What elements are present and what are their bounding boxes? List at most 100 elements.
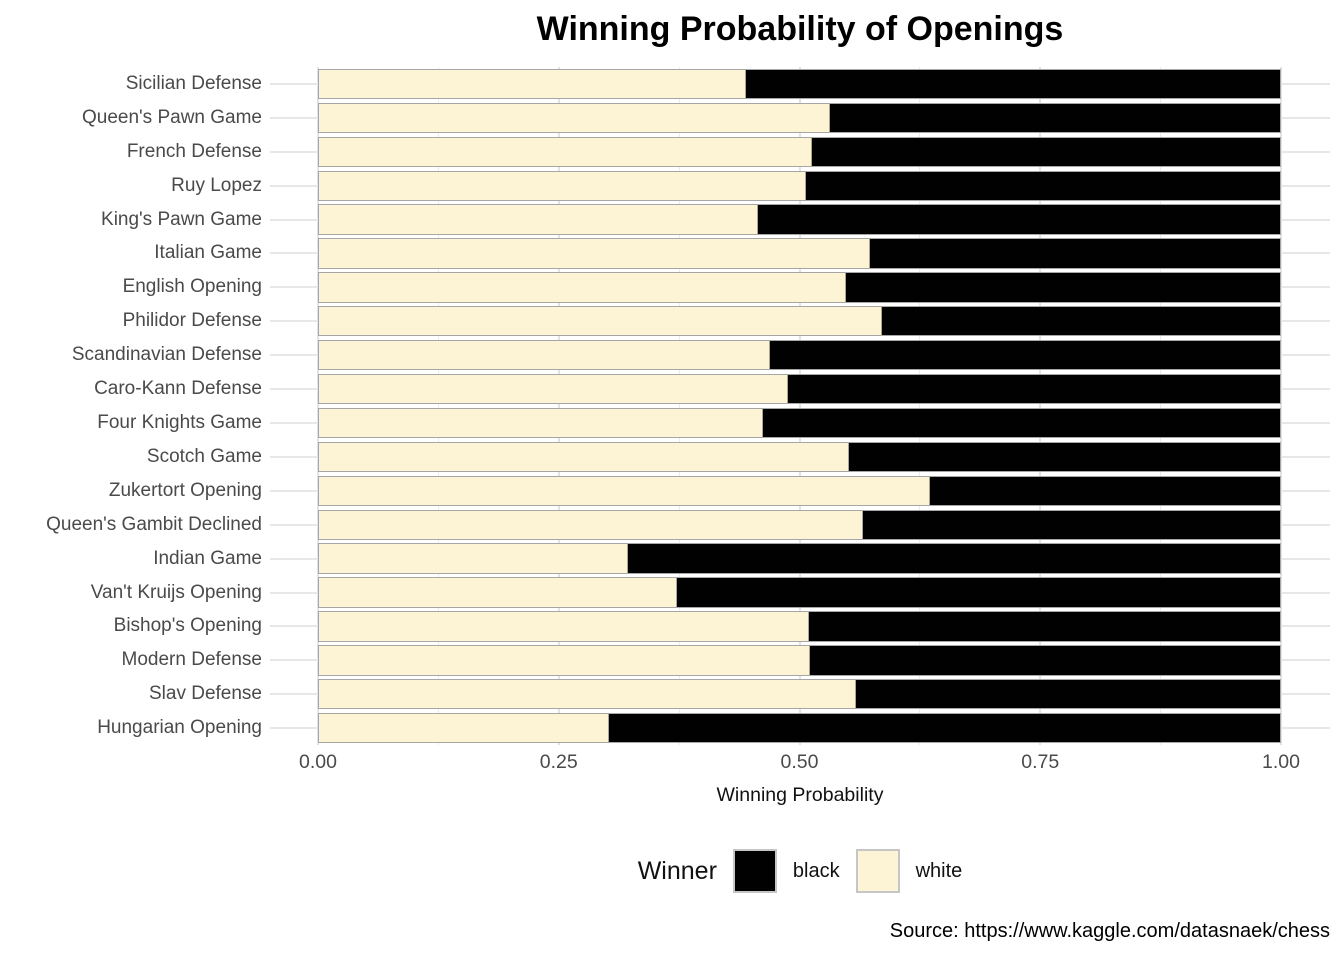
bar-row [270, 474, 1330, 508]
bar-segment-black [675, 577, 1281, 608]
y-axis-label: Bishop's Opening [113, 615, 262, 637]
plot-panel [270, 67, 1330, 745]
legend-swatch-black [732, 849, 777, 893]
vertical-gridlines [270, 67, 1330, 745]
bar-segment-black [745, 68, 1281, 100]
bar-row [270, 542, 1330, 576]
gridline-minor-x [678, 67, 680, 745]
stacked-bar [318, 679, 1281, 710]
bar-row [270, 338, 1330, 372]
y-axis-label: Indian Game [153, 547, 262, 569]
bar-segment-white [318, 441, 850, 473]
gridline-major-x [557, 67, 560, 745]
stacked-bar [318, 475, 1281, 506]
x-axis-tick-label: 0.75 [1021, 751, 1060, 773]
bar-row [270, 440, 1330, 474]
bar-row [270, 711, 1330, 745]
stacked-bar [318, 373, 1281, 405]
bar-segment-black [804, 170, 1281, 201]
bar-row [270, 270, 1330, 304]
stacked-bar [318, 407, 1281, 439]
legend-label-black: black [792, 859, 840, 882]
bar-segment-white [318, 204, 759, 235]
bar-segment-white [318, 340, 771, 371]
bar-segment-white [318, 306, 883, 337]
y-axis-label: Van't Kruijs Opening [90, 581, 262, 603]
gridline-major-x [317, 67, 319, 745]
stacked-bar [318, 509, 1281, 540]
bar-segment-black [608, 713, 1281, 744]
bar-segment-black [756, 204, 1281, 235]
bar-row [270, 237, 1330, 271]
x-axis: 0.00 0.25 0.50 0.75 1.00 [270, 751, 1330, 777]
stacked-bar [318, 543, 1281, 574]
bar-segment-white [318, 679, 857, 710]
stacked-bar [318, 272, 1281, 303]
gridline-major-x [798, 67, 801, 745]
stacked-bar [318, 441, 1281, 473]
stacked-bar [318, 68, 1281, 100]
y-axis-label: Modern Defense [121, 649, 262, 671]
y-axis-label: Caro-Kann Defense [94, 378, 262, 400]
y-axis-label: Scotch Game [146, 445, 262, 467]
bar-segment-white [318, 170, 807, 201]
bar-segment-black [769, 340, 1281, 371]
bar-segment-black [848, 441, 1281, 473]
stacked-bar [318, 611, 1281, 642]
stacked-bar [318, 306, 1281, 337]
x-axis-tick-label: 0.50 [780, 751, 819, 773]
bar-segment-white [318, 102, 831, 134]
bar-row [270, 169, 1330, 203]
y-axis-label: Sicilian Defense [125, 72, 262, 94]
bar-segment-black [762, 407, 1281, 439]
gridline-major-x [1039, 67, 1042, 745]
bar-row [270, 643, 1330, 677]
stacked-bar [318, 136, 1281, 167]
bar-row [270, 508, 1330, 542]
bar-row [270, 576, 1330, 610]
bar-row [270, 406, 1330, 440]
legend: Winner black white [270, 845, 1330, 897]
bar-segment-black [811, 136, 1281, 167]
bar-row [270, 610, 1330, 644]
bar-segment-black [828, 102, 1281, 134]
y-axis-label: King's Pawn Game [101, 208, 262, 230]
chart-title: Winning Probability of Openings [536, 10, 1064, 48]
stacked-bar [318, 238, 1281, 269]
bar-segment-white [318, 577, 678, 608]
y-axis-label: English Opening [122, 276, 262, 298]
bar-row [270, 203, 1330, 237]
bar-segment-white [318, 407, 764, 439]
stacked-bar [318, 170, 1281, 201]
bar-row [270, 101, 1330, 135]
stacked-bar [318, 713, 1281, 744]
bar-segment-black [626, 543, 1281, 574]
y-axis-label: Four Knights Game [97, 412, 262, 434]
y-axis-label: Queen's Gambit Declined [46, 513, 262, 535]
bar-segment-white [318, 136, 813, 167]
bar-segment-black [928, 475, 1281, 506]
legend-swatch-white [855, 849, 900, 893]
bar-segment-white [318, 713, 610, 744]
bar-segment-black [861, 509, 1281, 540]
stacked-bar [318, 340, 1281, 371]
bar-segment-black [807, 611, 1281, 642]
bar-segment-white [318, 373, 789, 405]
bar-segment-black [808, 645, 1281, 676]
stacked-bar [318, 577, 1281, 608]
gridline-minor-x [1160, 67, 1162, 745]
bar-row [270, 372, 1330, 406]
bar-row [270, 304, 1330, 338]
legend-label-white: white [915, 859, 963, 882]
y-axis-label: Queen's Pawn Game [82, 106, 262, 128]
bar-segment-white [318, 475, 931, 506]
bar-segment-white [318, 543, 629, 574]
legend-title: Winner [637, 856, 717, 885]
y-axis: Sicilian Defense Queen's Pawn Game French … [0, 67, 262, 745]
y-axis-label: Scandinavian Defense [71, 344, 262, 366]
y-axis-label: Italian Game [154, 242, 262, 264]
bar-segment-white [318, 509, 864, 540]
y-axis-label: Philidor Defense [122, 310, 262, 332]
source-caption: Source: https://www.kaggle.com/datasnaek… [889, 920, 1330, 942]
